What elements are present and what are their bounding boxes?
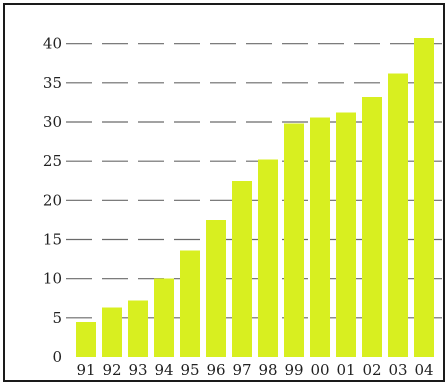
x-tick-label-03: 03 [388, 361, 407, 379]
bar-02 [362, 96, 382, 357]
y-tick-label-35: 35 [43, 74, 62, 92]
y-tick-label-30: 30 [43, 113, 62, 131]
x-tick-label-99: 99 [284, 361, 303, 379]
bar-92 [102, 307, 122, 357]
bar-91 [76, 321, 96, 357]
x-tick-label-92: 92 [102, 361, 121, 379]
bar-01 [336, 112, 356, 357]
y-tick-label-5: 5 [52, 309, 62, 327]
y-tick-label-10: 10 [43, 270, 62, 288]
x-tick-label-91: 91 [76, 361, 95, 379]
bar-97 [232, 180, 252, 357]
bar-04 [414, 38, 434, 357]
x-tick-label-95: 95 [180, 361, 199, 379]
bar-00 [310, 117, 330, 357]
x-tick-label-04: 04 [414, 361, 433, 379]
y-axis-ticks: 0 5 10 15 20 25 30 35 40 [43, 35, 62, 366]
x-tick-label-02: 02 [362, 361, 381, 379]
y-tick-label-20: 20 [43, 191, 62, 209]
y-tick-label-40: 40 [43, 35, 62, 53]
bar-99 [284, 123, 304, 357]
x-tick-label-97: 97 [232, 361, 251, 379]
bar-96 [206, 219, 226, 357]
x-axis-ticks: 91 92 93 94 95 96 97 98 99 00 01 02 03 04 [76, 361, 433, 379]
x-tick-label-00: 00 [310, 361, 329, 379]
bar-93 [128, 300, 148, 357]
bar-98 [258, 159, 278, 357]
x-tick-label-98: 98 [258, 361, 277, 379]
bar-layer [76, 38, 434, 357]
grid-layer [66, 43, 442, 319]
x-tick-label-94: 94 [154, 361, 173, 379]
x-tick-label-96: 96 [206, 361, 225, 379]
x-tick-label-93: 93 [128, 361, 147, 379]
y-tick-label-15: 15 [43, 231, 62, 249]
bar-94 [154, 278, 174, 357]
x-tick-label-01: 01 [336, 361, 355, 379]
y-tick-label-25: 25 [43, 152, 62, 170]
y-tick-label-0: 0 [52, 348, 62, 366]
bar-03 [388, 73, 408, 357]
bar-95 [180, 250, 200, 357]
